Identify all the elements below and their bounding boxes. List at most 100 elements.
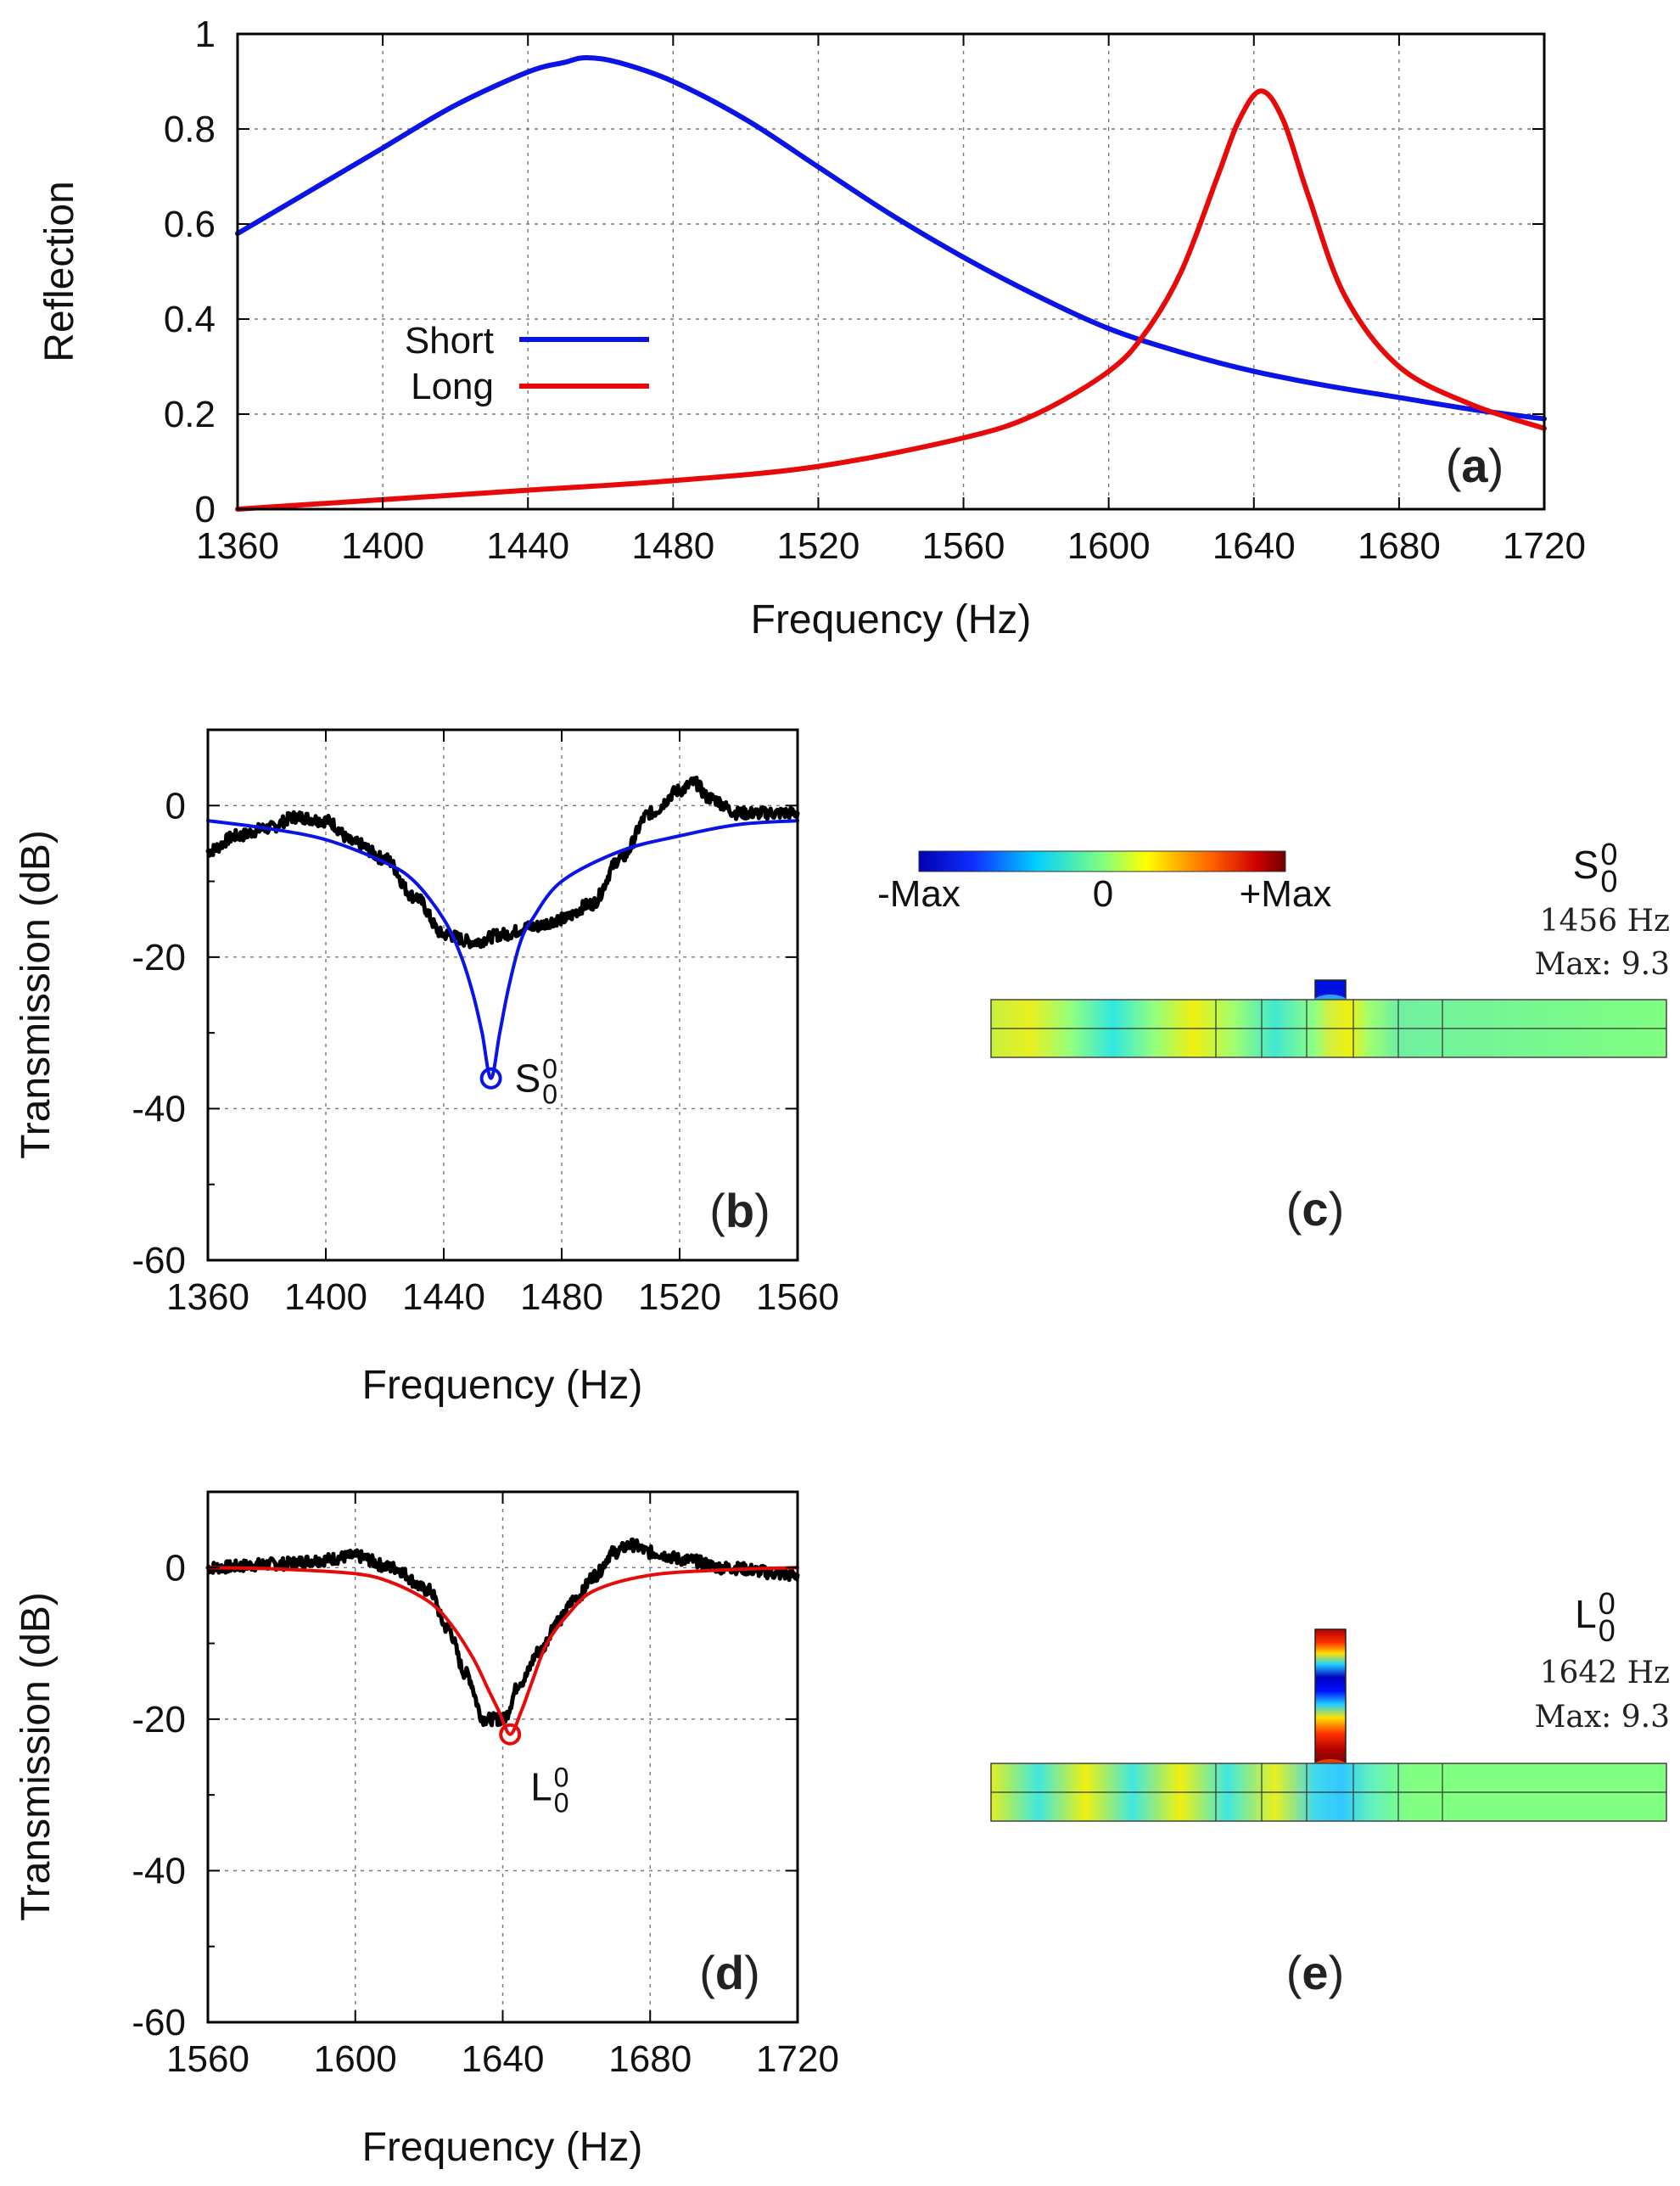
- d-x-tick-label: 1640: [462, 2038, 545, 2080]
- panel-d: 1560 1600 1640 1680 1720 -60 -40 -20 0 Frequency…: [14, 1490, 839, 2170]
- a-x-tick-label: 1560: [922, 525, 1005, 567]
- a-series-short-line: [235, 55, 1547, 422]
- c-mode-main: S: [1573, 843, 1599, 887]
- a-y-tick-label: 1: [195, 14, 216, 55]
- a-grid: [238, 34, 1544, 509]
- legend-label-long: Long: [411, 366, 494, 407]
- d-x-axis-label: Frequency (Hz): [362, 2125, 643, 2170]
- e-max-text: Max: 9.3: [1535, 1700, 1670, 1735]
- a-x-tick-label: 1520: [776, 525, 860, 567]
- b-series: [205, 776, 800, 1080]
- legend-label-short: Short: [405, 320, 494, 362]
- e-mode-sub: 0: [1599, 1613, 1616, 1648]
- panel-e: L00 1642 Hz Max: 9.3 (e): [990, 1586, 1670, 1999]
- b-ticks: 1360 1400 1440 1480 1520 1560 -60 -40 -20 0: [132, 730, 839, 1318]
- a-x-axis-label: Frequency (Hz): [751, 597, 1032, 642]
- panel-label-d-letter: d: [715, 1946, 744, 1999]
- d-annot-main: L: [530, 1765, 552, 1809]
- d-annot-sub: 0: [554, 1788, 569, 1819]
- colorbar-min-label: -Max: [877, 873, 960, 915]
- panel-c: -Max 0 +Max S00 1456 Hz Max: 9.3 (c): [877, 837, 1670, 1236]
- d-y-tick-label: -40: [132, 1850, 186, 1892]
- panel-label-c-letter: c: [1302, 1182, 1328, 1236]
- c-mode-sub: 0: [1600, 864, 1617, 899]
- a-y-tick-label: 0.2: [164, 394, 216, 435]
- b-annot-sup: 0: [542, 1054, 557, 1085]
- panel-label-e-letter: e: [1302, 1946, 1328, 1999]
- e-mode-main: L: [1575, 1592, 1597, 1636]
- c-mesh-lines: [991, 1000, 1666, 1057]
- b-x-tick-label: 1360: [166, 1276, 249, 1318]
- b-y-axis-label: Transmission (dB): [14, 830, 59, 1159]
- b-resonance-marker: [479, 1067, 502, 1090]
- d-ticks: 1560 1600 1640 1680 1720 -60 -40 -20 0: [132, 1492, 839, 2080]
- b-y-tick-label: -60: [132, 1240, 186, 1281]
- a-series-long-line: [235, 88, 1547, 512]
- d-y-axis-label: Transmission (dB): [14, 1592, 59, 1921]
- a-y-tick-label: 0.6: [164, 204, 216, 245]
- b-resonance-label: S00: [515, 1054, 557, 1110]
- b-series-experiment-line: [205, 776, 800, 950]
- e-mode-label: L00: [1575, 1586, 1616, 1648]
- b-grid: [208, 730, 798, 1260]
- b-annot-sub: 0: [542, 1079, 557, 1110]
- b-y-tick-label: -40: [132, 1088, 186, 1129]
- d-x-tick-label: 1600: [314, 2038, 397, 2080]
- c-mode-sup: 0: [1600, 837, 1617, 872]
- e-mode-sup: 0: [1599, 1586, 1616, 1621]
- b-x-tick-label: 1400: [284, 1276, 367, 1318]
- d-series-model-line: [206, 1566, 799, 1736]
- b-x-axis-label: Frequency (Hz): [362, 1363, 643, 1408]
- b-x-tick-label: 1520: [638, 1276, 721, 1318]
- b-x-tick-label: 1560: [756, 1276, 839, 1318]
- d-x-tick-label: 1560: [166, 2038, 249, 2080]
- e-resonator-stub: [1314, 1628, 1347, 1764]
- b-annot-main: S: [515, 1057, 541, 1101]
- b-y-tick-label: -20: [132, 937, 186, 978]
- d-y-tick-label: -20: [132, 1699, 186, 1740]
- a-x-tick-label: 1360: [196, 525, 279, 567]
- a-x-tick-label: 1640: [1212, 525, 1296, 567]
- colorbar-max-label: +Max: [1240, 873, 1332, 915]
- a-x-tick-label: 1440: [486, 525, 569, 567]
- a-y-tick-label: 0: [195, 489, 216, 530]
- d-annot-sup: 0: [554, 1763, 569, 1793]
- c-frequency-text: 1456 Hz: [1540, 904, 1670, 939]
- d-resonance-marker: [499, 1723, 522, 1746]
- c-mode-label: S00: [1573, 837, 1618, 899]
- a-y-tick-label: 0.8: [164, 109, 216, 150]
- panel-label-e: (e): [1286, 1946, 1344, 1999]
- a-x-tick-label: 1480: [631, 525, 714, 567]
- panel-a: 1360 1400 1440 1480 1520 1560 1600 1640 1680 1720…: [37, 14, 1586, 642]
- a-legend: Short Long: [405, 320, 649, 407]
- b-x-tick-label: 1440: [402, 1276, 485, 1318]
- a-ticks: 1360 1400 1440 1480 1520 1560 1600 1640 1680 1720…: [164, 14, 1586, 567]
- d-x-tick-label: 1680: [608, 2038, 692, 2080]
- a-x-tick-label: 1680: [1358, 525, 1441, 567]
- panel-label-d: (d): [699, 1946, 760, 1999]
- panel-label-b-letter: b: [725, 1184, 754, 1237]
- a-x-tick-label: 1720: [1503, 525, 1586, 567]
- a-plot-frame: [236, 32, 1546, 511]
- b-series-model-line: [206, 819, 799, 1080]
- d-y-tick-label: 0: [165, 1547, 186, 1589]
- panel-label-c: (c): [1286, 1182, 1344, 1236]
- b-y-tick-label: 0: [165, 785, 186, 827]
- b-plot-frame: [206, 728, 799, 1262]
- b-x-tick-label: 1480: [520, 1276, 603, 1318]
- d-resonance-label: L00: [530, 1763, 568, 1819]
- panel-label-b: (b): [709, 1184, 770, 1237]
- panel-label-a-letter: a: [1461, 439, 1488, 492]
- a-x-tick-label: 1400: [341, 525, 424, 567]
- a-x-tick-label: 1600: [1067, 525, 1151, 567]
- colorbar-mid-label: 0: [1093, 873, 1113, 915]
- a-y-axis-label: Reflection: [37, 181, 82, 362]
- d-grid: [208, 1492, 798, 2022]
- colorbar: [918, 850, 1286, 872]
- a-series: [235, 55, 1547, 512]
- c-max-text: Max: 9.3: [1535, 947, 1670, 982]
- panel-b: 1360 1400 1440 1480 1520 1560 -60 -40 -20 0 Frequ…: [14, 728, 839, 1408]
- d-annotation: L00: [499, 1723, 569, 1819]
- b-annotation: S00: [479, 1054, 557, 1110]
